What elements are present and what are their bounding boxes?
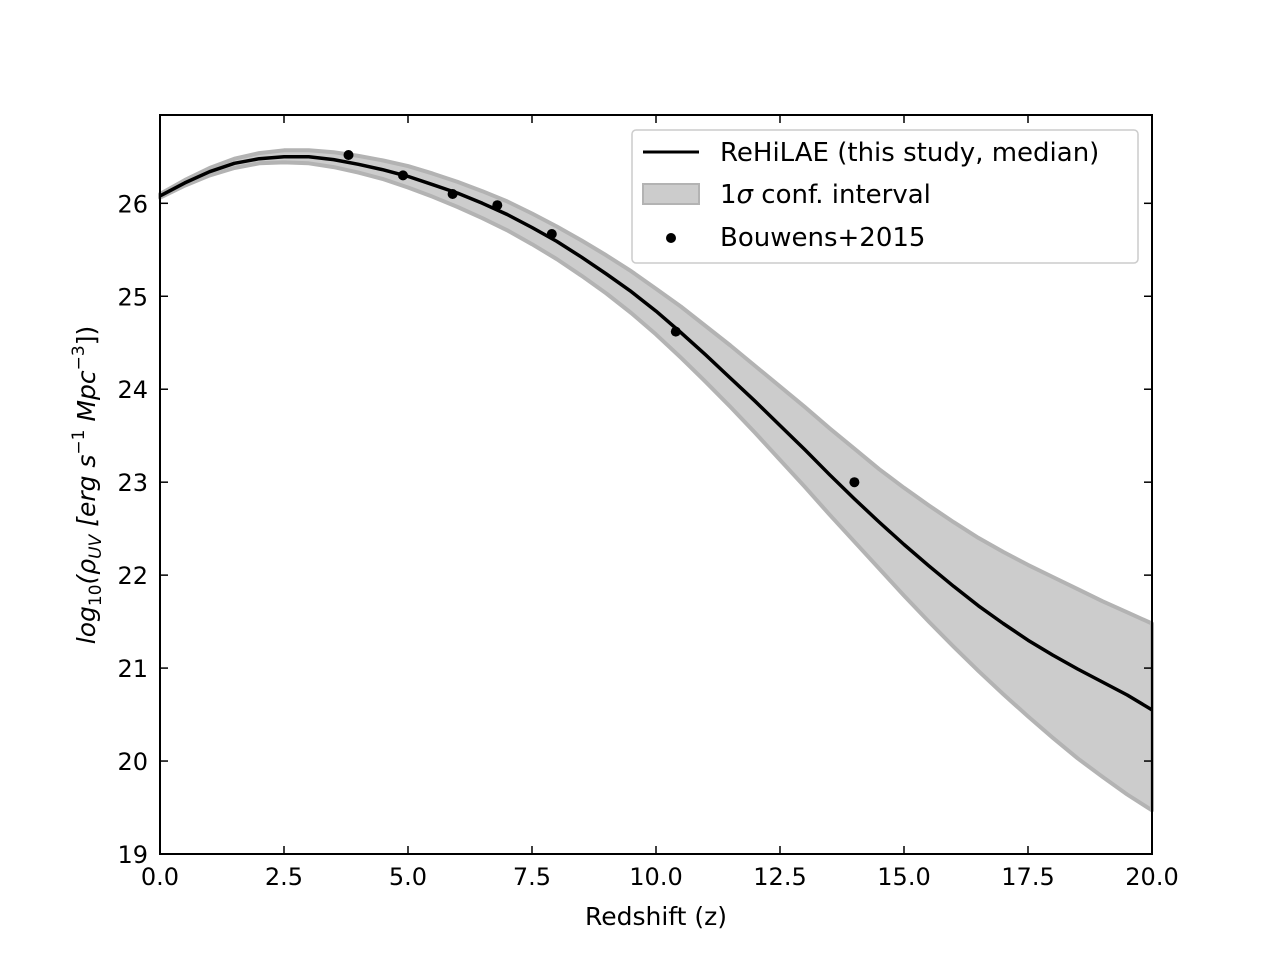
bouwens-point (447, 189, 458, 199)
y-axis-label: log10(ρUV [erg s−1 Mpc−3]) (69, 326, 106, 644)
y-tick-label: 23 (117, 469, 148, 497)
legend-point-swatch (666, 233, 676, 243)
y-tick-label: 20 (117, 748, 148, 776)
x-tick-label: 0.0 (141, 863, 179, 891)
y-label-units-a: [erg s (72, 455, 101, 535)
y-tick-label: 19 (117, 841, 148, 869)
y-label-sup-2: −3 (69, 345, 89, 370)
x-axis-label: Redshift (z) (585, 902, 727, 931)
bouwens-point (670, 326, 681, 337)
x-tick-label: 20.0 (1125, 863, 1178, 891)
legend-interval-one: 1 (720, 180, 737, 210)
x-tick-label: 17.5 (1001, 863, 1054, 891)
y-label-units-b: Mpc (72, 370, 101, 429)
y-tick-label: 22 (117, 562, 148, 590)
y-label-close: ]) (72, 326, 101, 346)
x-tick-label: 12.5 (753, 863, 806, 891)
y-label-log-subscript: 10 (86, 584, 106, 606)
bouwens-point (398, 170, 408, 181)
legend-interval-rest: conf. interval (753, 180, 931, 210)
legend-band-swatch (642, 183, 700, 205)
x-tick-label: 15.0 (877, 863, 930, 891)
axis-ticks: 0.0 2.5 5.0 7.5 10.0 12.5 15.0 17.5 20.0 19 20 21 22… (117, 115, 1179, 891)
y-tick-label: 26 (117, 190, 148, 218)
x-tick-label: 5.0 (389, 863, 427, 891)
legend-label-interval: 1σ conf. interval (720, 180, 931, 210)
legend-interval-sigma: σ (737, 180, 755, 210)
y-label-rho-subscript: UV (86, 533, 106, 558)
y-label-sup-1: −1 (69, 429, 89, 454)
median-line (159, 155, 1153, 712)
y-label-rho: (ρ (72, 559, 101, 585)
x-tick-label: 2.5 (265, 863, 303, 891)
y-tick-label: 25 (117, 283, 148, 311)
x-tick-label: 7.5 (513, 863, 551, 891)
bouwens-point (343, 150, 354, 160)
y-tick-label: 21 (117, 655, 148, 683)
bouwens-point (849, 477, 860, 488)
bouwens-point (546, 229, 557, 239)
legend-label-median: ReHiLAE (this study, median) (720, 138, 1099, 168)
legend: ReHiLAE (this study, median) 1σ conf. in… (631, 129, 1139, 264)
x-tick-label: 10.0 (629, 863, 682, 891)
y-label-log: log (72, 606, 101, 644)
legend-label-bouwens: Bouwens+2015 (720, 223, 925, 253)
legend-frame (631, 129, 1139, 264)
y-tick-label: 24 (117, 376, 148, 404)
bouwens-point (492, 200, 503, 211)
